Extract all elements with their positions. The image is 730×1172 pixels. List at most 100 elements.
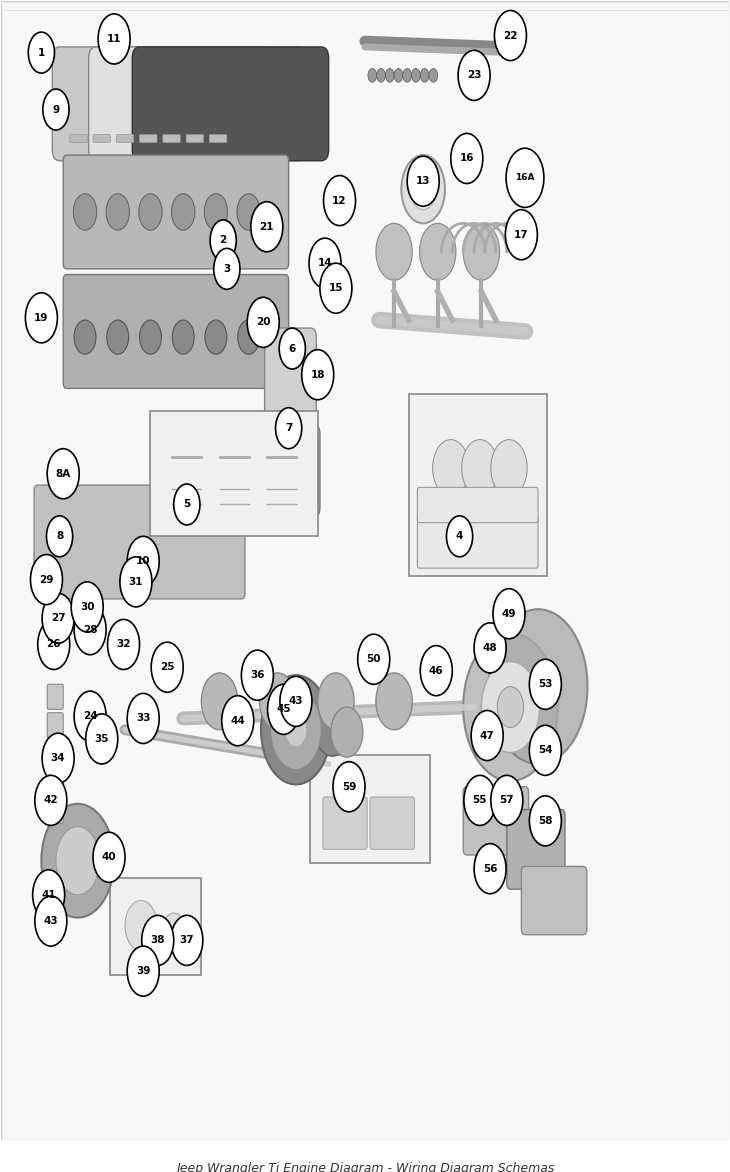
Circle shape [494,11,526,61]
Circle shape [407,156,439,206]
FancyBboxPatch shape [418,516,538,568]
Circle shape [26,293,58,343]
FancyBboxPatch shape [507,810,565,890]
Circle shape [247,298,279,347]
Circle shape [458,50,490,101]
Text: 50: 50 [366,654,381,665]
Circle shape [506,148,544,207]
Circle shape [163,913,185,947]
Circle shape [463,633,558,781]
FancyBboxPatch shape [47,684,64,709]
Circle shape [139,320,161,354]
Text: 6: 6 [288,343,296,354]
Text: 53: 53 [538,680,553,689]
Text: 40: 40 [101,852,116,863]
Text: 27: 27 [51,613,66,624]
Circle shape [74,691,106,741]
Circle shape [127,694,159,743]
Circle shape [394,68,403,82]
Circle shape [42,734,74,783]
Text: 9: 9 [53,104,59,115]
Text: 54: 54 [538,745,553,755]
FancyBboxPatch shape [163,135,180,143]
FancyBboxPatch shape [70,135,87,143]
Circle shape [214,248,240,289]
FancyBboxPatch shape [88,47,307,161]
Circle shape [151,642,183,693]
FancyBboxPatch shape [64,274,288,388]
Circle shape [368,68,377,82]
Circle shape [410,169,437,210]
Circle shape [314,699,350,756]
Circle shape [28,32,55,73]
Circle shape [174,484,200,525]
Circle shape [461,440,498,497]
Text: 56: 56 [483,864,497,873]
Circle shape [74,605,106,655]
Circle shape [402,155,445,224]
Circle shape [106,193,129,230]
FancyBboxPatch shape [110,878,201,975]
Text: 28: 28 [83,625,97,635]
Circle shape [320,264,352,313]
Text: 23: 23 [466,70,481,81]
Circle shape [172,193,195,230]
Text: 12: 12 [332,196,347,205]
Circle shape [38,620,70,669]
Circle shape [42,804,114,918]
Text: Jeep Wrangler Tj Engine Diagram - Wiring Diagram Schemas: Jeep Wrangler Tj Engine Diagram - Wiring… [176,1163,554,1172]
FancyBboxPatch shape [463,786,529,856]
Circle shape [268,684,299,735]
Text: 45: 45 [276,704,291,714]
Text: 1: 1 [38,48,45,57]
Text: 26: 26 [47,640,61,649]
FancyBboxPatch shape [34,485,245,599]
Circle shape [301,349,334,400]
Text: 7: 7 [285,423,292,434]
Circle shape [529,796,561,846]
Circle shape [204,193,228,230]
Circle shape [98,14,130,64]
Text: 34: 34 [51,754,66,763]
Text: 47: 47 [480,730,494,741]
Text: 2: 2 [220,236,227,245]
Circle shape [429,68,438,82]
Circle shape [125,900,157,950]
FancyBboxPatch shape [93,135,110,143]
Text: 15: 15 [328,284,343,293]
FancyBboxPatch shape [47,713,64,738]
Circle shape [72,581,103,632]
Text: 13: 13 [416,176,431,186]
Text: 4: 4 [456,531,464,541]
Circle shape [205,320,227,354]
Circle shape [464,776,496,825]
Circle shape [251,202,283,252]
Text: 29: 29 [39,574,54,585]
Text: 59: 59 [342,782,356,792]
FancyBboxPatch shape [418,488,538,523]
Circle shape [529,725,561,776]
Text: 37: 37 [180,935,194,946]
Circle shape [474,622,506,673]
Text: 5: 5 [183,499,191,510]
Circle shape [172,320,194,354]
Circle shape [35,776,67,825]
Text: 32: 32 [116,640,131,649]
Text: 38: 38 [150,935,165,946]
FancyBboxPatch shape [47,741,64,766]
Text: 14: 14 [318,258,332,268]
Circle shape [33,870,65,920]
Circle shape [358,634,390,684]
Circle shape [497,687,523,728]
Circle shape [47,516,73,557]
Circle shape [376,673,412,730]
Circle shape [279,328,305,369]
Circle shape [242,650,273,700]
Circle shape [210,220,237,261]
Text: 48: 48 [483,643,497,653]
Circle shape [47,449,79,499]
FancyBboxPatch shape [150,411,318,537]
FancyBboxPatch shape [132,47,328,161]
Circle shape [451,134,483,184]
FancyBboxPatch shape [521,866,587,935]
